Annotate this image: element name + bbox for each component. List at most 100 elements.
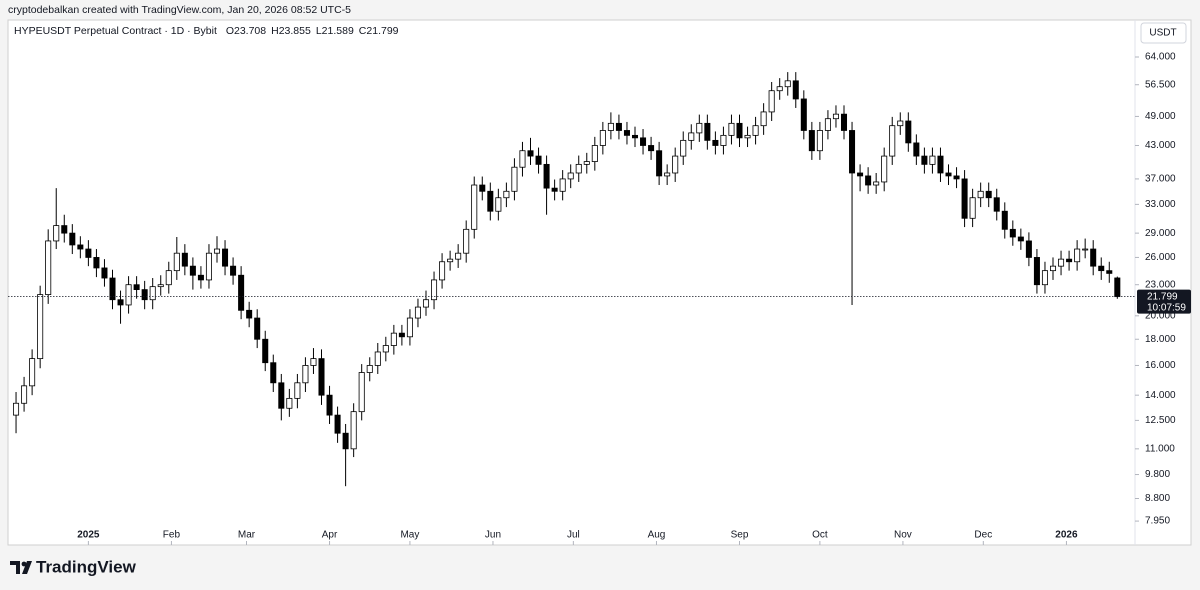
x-tick-label: 2025 (77, 530, 100, 541)
candle-body (824, 118, 831, 131)
y-tick-label: 14.000 (1145, 390, 1176, 401)
x-tick-label: Jun (485, 530, 501, 541)
candle-body (85, 248, 92, 258)
x-tick-label: Aug (648, 530, 666, 541)
ohlc-label: L (316, 25, 322, 37)
candle-body (840, 113, 848, 131)
y-tick-label: 43.000 (1145, 140, 1176, 151)
candle-body (13, 402, 20, 416)
candle-body (808, 130, 815, 152)
ohlc-value: 21.799 (366, 25, 398, 37)
candle-body (1009, 228, 1016, 238)
y-tick-label: 9.800 (1145, 469, 1170, 480)
candle-body (1098, 265, 1105, 272)
candle-body (1090, 248, 1097, 267)
candle-body (1074, 248, 1081, 263)
y-tick-label: 18.000 (1145, 334, 1176, 345)
candle-body (551, 187, 558, 192)
candle-body (921, 155, 928, 165)
candle-body (286, 397, 293, 409)
candle-body (672, 155, 679, 174)
candle-body (213, 248, 221, 254)
candle-body (37, 294, 44, 360)
candle-body (238, 274, 245, 311)
candle-body (173, 252, 180, 272)
candle-body (575, 163, 582, 174)
candle-body (165, 270, 172, 286)
x-tick-label: Apr (322, 530, 338, 541)
candle-body (889, 125, 896, 157)
candle-body (69, 232, 76, 246)
x-tick-label: 2026 (1055, 530, 1078, 541)
x-tick-label: Feb (163, 530, 181, 541)
candle-body (760, 111, 767, 127)
candle-body (688, 132, 695, 141)
candle-body (623, 130, 630, 136)
candle-body (431, 279, 438, 301)
y-tick-label: 33.000 (1145, 199, 1176, 210)
candle-body (527, 150, 534, 157)
x-tick-label: May (400, 530, 419, 541)
candle-body (1041, 270, 1048, 286)
candle-body (567, 172, 574, 180)
candle-body (696, 122, 703, 134)
candle-body (1017, 236, 1024, 242)
ohlc-value: 21.589 (322, 25, 354, 37)
candle-body (358, 372, 365, 413)
candle-body (985, 190, 992, 199)
y-tick-label: 7.950 (1145, 516, 1170, 527)
footer-logo: TradingView (10, 557, 137, 576)
candle-body (712, 139, 719, 146)
candle-body (832, 113, 839, 120)
candle-body (390, 332, 397, 346)
y-tick-label: 49.000 (1145, 111, 1176, 122)
y-tick-label: 23.000 (1145, 279, 1176, 290)
candle-body (1025, 240, 1032, 258)
candle-body (929, 155, 936, 165)
candle-body (543, 163, 550, 189)
candle-body (422, 299, 430, 308)
candle-body (511, 166, 518, 192)
candle-body (479, 184, 486, 192)
currency[interactable]: USDT (1149, 28, 1176, 39)
candle-body (310, 358, 317, 366)
candle-body (350, 411, 357, 450)
candle-body (246, 309, 253, 319)
candle-body (977, 190, 984, 199)
candle-body (953, 175, 960, 180)
candle-body (326, 394, 333, 416)
candle-body (254, 317, 261, 340)
candle-body (149, 286, 156, 301)
x-tick-label: Dec (974, 530, 992, 541)
x-tick-label: Jul (567, 530, 580, 541)
candle-body (1082, 248, 1089, 251)
candle-body (141, 289, 148, 301)
last-price-label: 21.799 (1147, 291, 1178, 302)
candle-body (519, 150, 526, 168)
candle-body (463, 228, 470, 254)
candle-body (374, 351, 381, 366)
x-tick-label: Nov (894, 530, 912, 541)
candle-body (648, 145, 655, 152)
y-tick-label: 37.000 (1145, 174, 1176, 185)
candle-body (29, 358, 36, 387)
countdown: 10:07:59 (1147, 302, 1186, 313)
ohlc-label: H (271, 25, 279, 37)
candle-body (993, 197, 1000, 212)
currency-button[interactable] (1140, 22, 1187, 44)
candle-body (439, 261, 446, 281)
candle-body (607, 122, 614, 131)
candle-body (776, 86, 783, 92)
candle-body (656, 150, 663, 177)
candle-body (503, 190, 510, 199)
x-tick-label: Mar (238, 530, 256, 541)
candle-body (318, 358, 325, 396)
candle-body (784, 80, 791, 88)
candle-body (278, 382, 285, 409)
attribution: cryptodebalkan created with TradingView.… (8, 4, 351, 16)
y-tick-label: 64.000 (1145, 52, 1176, 63)
last-price-box (1137, 289, 1191, 314)
candle-body (157, 284, 164, 288)
